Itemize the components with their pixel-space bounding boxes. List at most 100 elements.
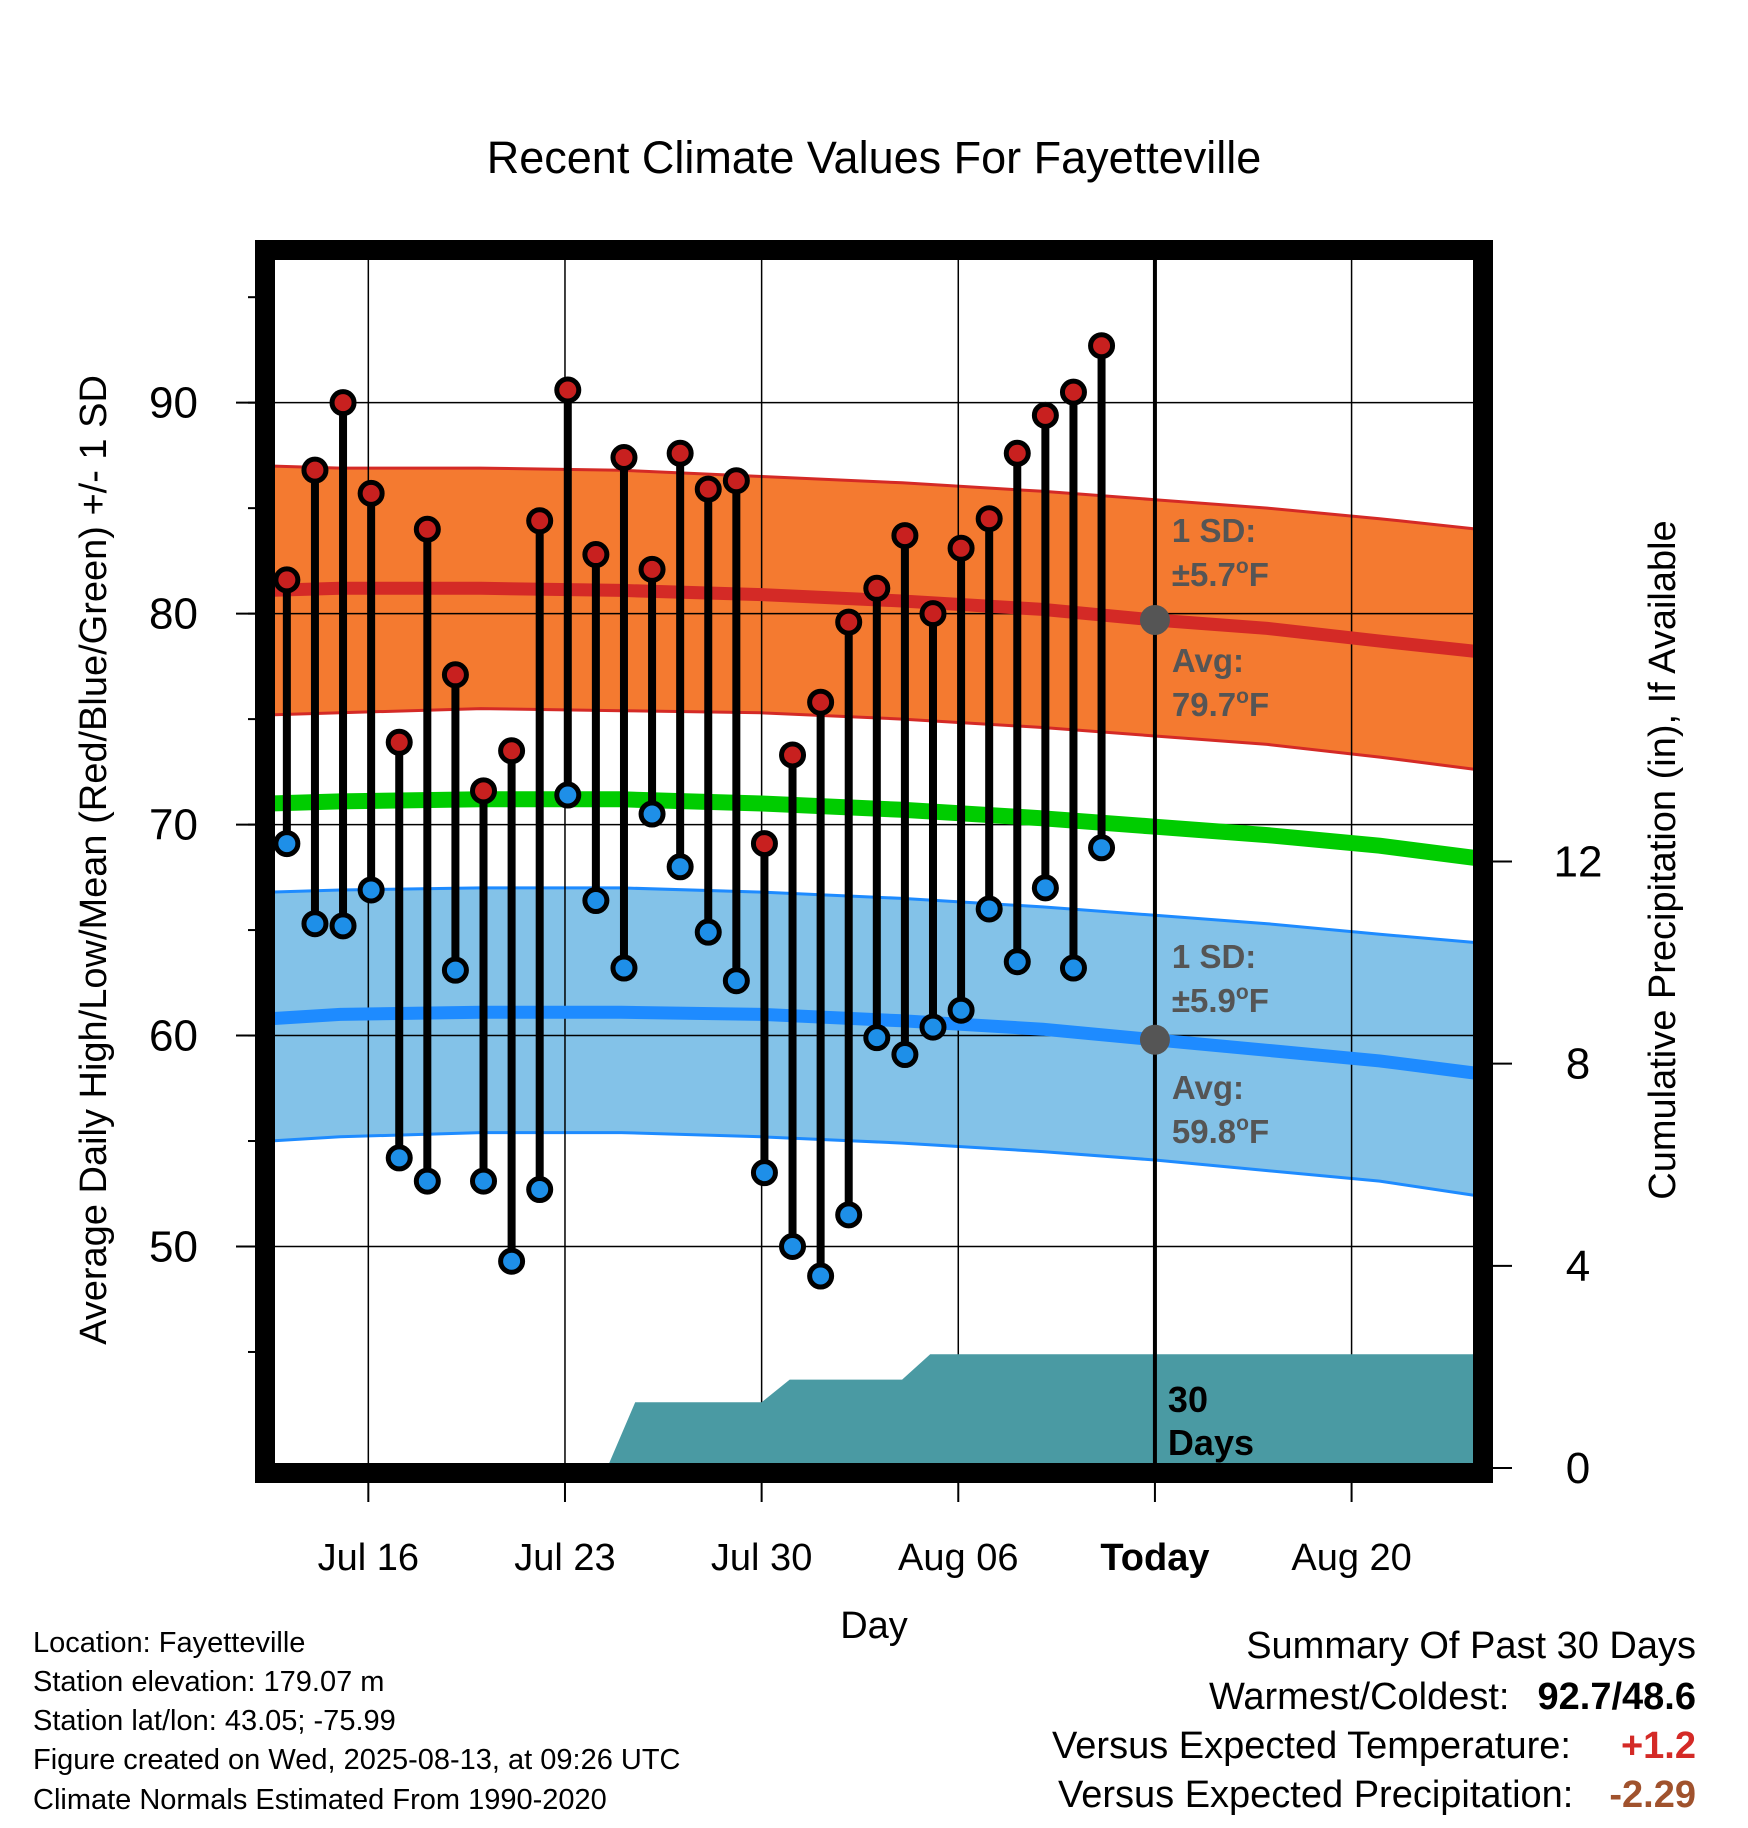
high-point — [722, 467, 750, 495]
days-label-number: 30 — [1168, 1379, 1208, 1420]
low-point — [694, 918, 722, 946]
low-sd-lower-edge — [269, 1131, 1479, 1198]
low-sd-value: ±5.9oF — [1172, 981, 1269, 1019]
low-point — [975, 895, 1003, 923]
high-point — [1088, 332, 1116, 360]
high-point — [891, 522, 919, 550]
high-point — [329, 389, 357, 417]
high-point — [863, 574, 891, 602]
low-point — [947, 996, 975, 1024]
x-tick-label: Jul 23 — [514, 1537, 615, 1579]
low-point — [919, 1013, 947, 1041]
low-point — [1031, 874, 1059, 902]
high-sd-label: 1 SD: — [1172, 512, 1256, 549]
low-avg-label: Avg: — [1172, 1069, 1244, 1106]
high-point — [694, 475, 722, 503]
y2-tick-label: 4 — [1566, 1242, 1590, 1291]
low-avg-value: 59.8oF — [1172, 1112, 1269, 1150]
low-point — [1059, 954, 1087, 982]
precip-area — [270, 1354, 1478, 1468]
info-normals: Climate Normals Estimated From 1990-2020 — [33, 1784, 607, 1816]
x-tick-label: Today — [1100, 1537, 1209, 1579]
y-tick-label: 60 — [149, 1012, 198, 1061]
high-point — [975, 505, 1003, 533]
summary-warmest-row: Warmest/Coldest: 92.7/48.6 — [1209, 1676, 1696, 1719]
high-point — [610, 444, 638, 472]
y2-tick-label: 8 — [1566, 1040, 1590, 1089]
y2-tick-label: 12 — [1554, 838, 1603, 887]
low-point — [807, 1262, 835, 1290]
high-point — [413, 515, 441, 543]
high-point — [554, 376, 582, 404]
high-point — [582, 541, 610, 569]
high-point — [441, 661, 469, 689]
y-tick-label: 90 — [149, 379, 198, 428]
days-label-text: Days — [1168, 1422, 1254, 1463]
low-point — [273, 830, 301, 858]
y-tick-label: 70 — [149, 801, 198, 850]
x-axis-title: Day — [840, 1605, 908, 1647]
high-sd-upper-edge — [269, 464, 1479, 531]
y-tick-label: 80 — [149, 590, 198, 639]
summary-title: Summary Of Past 30 Days — [1246, 1625, 1696, 1667]
high-avg-label: Avg: — [1172, 642, 1244, 679]
high-point — [666, 439, 694, 467]
low-point — [329, 912, 357, 940]
chart-title: Recent Climate Values For Fayetteville — [487, 132, 1261, 183]
low-point — [750, 1159, 778, 1187]
low-point — [779, 1232, 807, 1260]
info-created: Figure created on Wed, 2025-08-13, at 09… — [33, 1744, 681, 1776]
high-point — [498, 737, 526, 765]
info-latlon: Station lat/lon: 43.05; -75.99 — [33, 1705, 396, 1737]
summary-warmest-value: 92.7 — [1537, 1676, 1612, 1718]
y-tick-label: 50 — [149, 1222, 198, 1271]
today-low-avg-dot — [1139, 1024, 1170, 1055]
low-point — [554, 781, 582, 809]
x-tick-label: Jul 16 — [318, 1537, 419, 1579]
summary-precip-label: Versus Expected Precipitation: — [1057, 1774, 1574, 1816]
x-tick-label: Aug 20 — [1291, 1537, 1411, 1579]
high-point — [835, 608, 863, 636]
low-point — [666, 853, 694, 881]
y-axis-title: Average Daily High/Low/Mean (Red/Blue/Gr… — [73, 375, 115, 1345]
high-point — [807, 688, 835, 716]
low-point — [722, 967, 750, 995]
high-point — [385, 728, 413, 756]
high-point — [526, 507, 554, 535]
x-tick-label: Aug 06 — [898, 1537, 1018, 1579]
low-point — [582, 887, 610, 915]
high-point — [947, 534, 975, 562]
low-point — [301, 910, 329, 938]
today-high-avg-dot — [1139, 604, 1170, 635]
low-sd-label: 1 SD: — [1172, 938, 1256, 975]
low-point — [610, 954, 638, 982]
high-point — [273, 566, 301, 594]
high-point — [638, 555, 666, 583]
info-location: Location: Fayetteville — [33, 1627, 306, 1659]
summary-temp-row: Versus Expected Temperature: +1.2 — [1052, 1725, 1696, 1768]
summary-temp-value: +1.2 — [1620, 1725, 1696, 1767]
low-point — [891, 1041, 919, 1069]
low-point — [498, 1247, 526, 1275]
low-point — [638, 800, 666, 828]
high-point — [1059, 378, 1087, 406]
high-avg-value: 79.7oF — [1172, 685, 1269, 723]
low-point — [413, 1167, 441, 1195]
plot-frame — [255, 240, 1493, 1483]
low-point — [385, 1144, 413, 1172]
low-point — [1088, 834, 1116, 862]
y2-axis-title: Cumulative Precipitation (in), If Availa… — [1642, 520, 1684, 1199]
high-sd-value: ±5.7oF — [1172, 555, 1269, 593]
high-point — [750, 830, 778, 858]
low-point — [863, 1024, 891, 1052]
info-elevation: Station elevation: 179.07 m — [33, 1666, 385, 1698]
y2-tick-label: 0 — [1566, 1444, 1590, 1493]
summary-coldest-value: 48.6 — [1622, 1676, 1696, 1718]
low-point — [835, 1201, 863, 1229]
high-point — [1031, 401, 1059, 429]
low-point — [470, 1167, 498, 1195]
summary-warmest-label: Warmest/Coldest: — [1208, 1676, 1510, 1718]
low-point — [526, 1176, 554, 1204]
x-tick-label: Jul 30 — [711, 1537, 812, 1579]
